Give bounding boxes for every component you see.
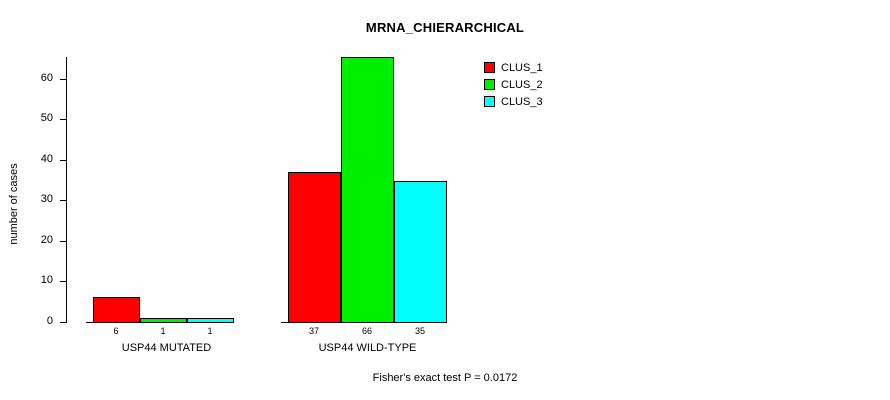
legend-label-clus2: CLUS_2 (501, 78, 543, 91)
bar-value-wildtype-clus2: 66 (361, 326, 372, 336)
legend-item-clus1[interactable]: CLUS_1 (484, 59, 543, 76)
y-tick-10 (60, 281, 66, 282)
group-label-mutated: USP44 MUTATED (121, 342, 212, 354)
y-tick-label-40: 40 (40, 153, 53, 165)
bar-wildtype-clus1[interactable] (288, 172, 341, 323)
group-label-wildtype: USP44 WILD-TYPE (318, 342, 417, 354)
chart-title: MRNA_CHIERARCHICAL (365, 20, 525, 35)
bar-mutated-clus3[interactable] (187, 318, 234, 323)
bar-mutated-clus1[interactable] (93, 297, 140, 323)
y-axis-line (66, 57, 67, 323)
bar-wildtype-clus2[interactable] (341, 57, 394, 323)
y-tick-label-60: 60 (40, 72, 53, 84)
statistical-annotation: Fisher's exact test P = 0.0172 (372, 372, 518, 384)
bar-mutated-clus2[interactable] (140, 318, 187, 323)
y-tick-20 (60, 241, 66, 242)
bar-value-mutated-clus2: 1 (160, 326, 166, 336)
bar-value-wildtype-clus3: 35 (414, 326, 425, 336)
legend-item-clus3[interactable]: CLUS_3 (484, 93, 543, 110)
legend: CLUS_1 CLUS_2 CLUS_3 (484, 59, 543, 110)
legend-swatch-icon-clus2 (484, 79, 495, 90)
bar-value-wildtype-clus1: 37 (308, 326, 319, 336)
legend-swatch-icon-clus3 (484, 96, 495, 107)
legend-label-clus1: CLUS_1 (501, 61, 543, 74)
y-tick-0 (60, 322, 66, 323)
y-tick-label-30: 30 (40, 193, 53, 205)
y-tick-label-50: 50 (40, 112, 53, 124)
y-tick-30 (60, 200, 66, 201)
bar-wildtype-clus3[interactable] (394, 181, 447, 323)
bar-value-mutated-clus3: 1 (207, 326, 213, 336)
y-tick-label-0: 0 (46, 315, 53, 327)
bar-value-mutated-clus1: 6 (113, 326, 119, 336)
y-tick-40 (60, 160, 66, 161)
legend-item-clus2[interactable]: CLUS_2 (484, 76, 543, 93)
y-tick-50 (60, 119, 66, 120)
y-tick-60 (60, 79, 66, 80)
y-tick-label-10: 10 (40, 274, 53, 286)
legend-swatch-icon-clus1 (484, 62, 495, 73)
legend-label-clus3: CLUS_3 (501, 95, 543, 108)
y-tick-label-20: 20 (40, 234, 53, 246)
